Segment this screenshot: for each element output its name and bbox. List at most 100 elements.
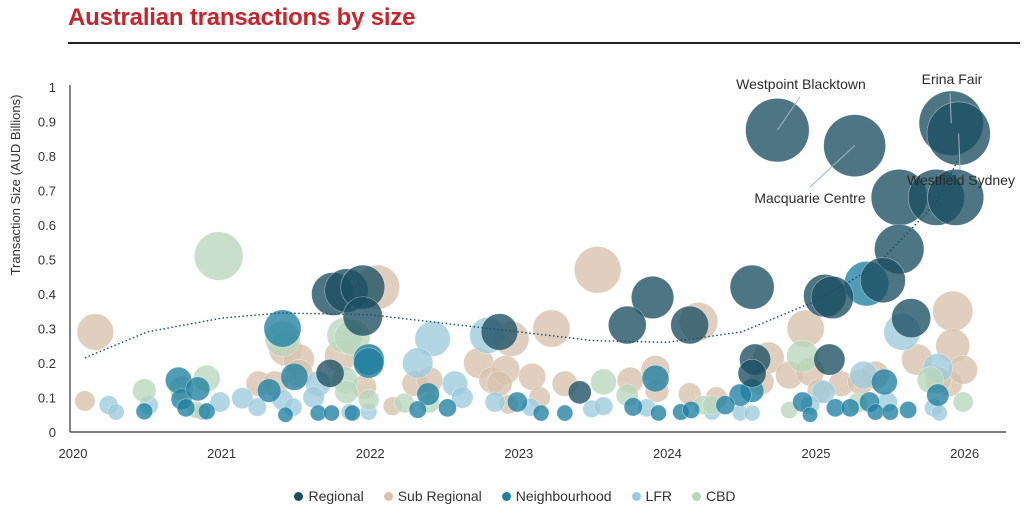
annotation-label: Macquarie Centre [754, 190, 865, 206]
y-tick-label: 0.5 [38, 253, 56, 268]
y-tick-labels: 0 0.1 0.2 0.3 0.4 0.5 0.6 0.7 0.8 0.9 1 [38, 80, 56, 440]
bubble-regional [608, 305, 647, 345]
y-tick-label: 1 [49, 80, 56, 95]
bubble-sub-regional [932, 290, 974, 332]
bubble-cbd [786, 339, 819, 373]
bubble-sub-regional [532, 309, 571, 348]
x-tick-label: 2021 [207, 446, 236, 461]
bubble-regional [567, 380, 592, 405]
bubble-lfr [209, 391, 231, 413]
bubble-lfr [931, 404, 948, 422]
bubble-lfr [402, 347, 434, 379]
bubble-regional [631, 275, 675, 319]
y-tick-label: 0.1 [38, 391, 56, 406]
bubble-neighbourhood [532, 404, 550, 422]
bubble-neighbourhood [198, 402, 216, 420]
bubble-lfr [231, 387, 254, 410]
bubble-neighbourhood [277, 406, 294, 423]
legend-label: LFR [645, 488, 672, 504]
annotation-leader-line [958, 133, 961, 171]
bubble-cbd [334, 380, 359, 404]
bubble-neighbourhood [623, 397, 643, 417]
bubble-lfr [811, 380, 836, 404]
bubble-regional [480, 313, 519, 351]
bubble-neighbourhood [416, 382, 440, 406]
bubble-neighbourhood [257, 378, 282, 403]
bubble-neighbourhood [438, 398, 457, 418]
bubble-regional [927, 169, 985, 226]
bubble-lfr [302, 386, 325, 409]
bubble-neighbourhood [641, 364, 670, 393]
legend-marker-icon [383, 492, 393, 501]
annotation-leader-line [809, 145, 855, 188]
y-tick-label: 0.2 [38, 356, 56, 371]
bubble-sub-regional [573, 246, 622, 294]
bubble-neighbourhood [715, 395, 736, 415]
annotation-label: Erina Fair [922, 71, 983, 87]
bubble-cbd [952, 391, 974, 413]
legend-label: Neighbourhood [515, 488, 612, 504]
bubble-neighbourhood [650, 404, 667, 422]
bubble-chart: 00.10.20.30.40.50.60.70.80.91 2020 2021 20… [8, 71, 1015, 461]
legend-item[interactable]: CBD [691, 488, 736, 504]
legend-item[interactable]: LFR [631, 488, 672, 504]
bubble-neighbourhood [802, 406, 818, 423]
y-tick-label: 0.8 [38, 149, 56, 164]
y-axis-label: Transaction Size (AUD Billions) [8, 95, 23, 276]
x-tick-label: 2024 [653, 446, 682, 461]
bubble-neighbourhood [263, 309, 302, 348]
x-tick-label: 2020 [59, 446, 88, 461]
legend-marker-icon [294, 492, 304, 501]
bubble-regional [891, 298, 931, 338]
bubble-neighbourhood [840, 398, 860, 418]
annotation-leader-line [949, 92, 952, 124]
x-tick-label: 2026 [950, 446, 979, 461]
annotation-leader-line [776, 96, 801, 131]
bubble-sub-regional [74, 390, 96, 412]
legend-item[interactable]: Sub Regional [383, 488, 482, 504]
y-tick-label: 0.9 [38, 115, 56, 130]
bubble-regional [315, 359, 345, 388]
bubble-neighbourhood [899, 401, 918, 419]
x-tick-labels: 2020 2021 2022 2023 2024 2025 2026 [59, 446, 980, 461]
bubble-neighbourhood [185, 376, 211, 402]
bubble-neighbourhood [408, 400, 427, 419]
bubble-neighbourhood [344, 404, 361, 422]
y-tick-label: 0.7 [38, 184, 56, 199]
x-tick-label: 2022 [356, 446, 385, 461]
annotation-label: Westpoint Blacktown [736, 76, 866, 92]
bubble-regional [342, 296, 383, 337]
bubble-neighbourhood [792, 391, 813, 413]
trendline [84, 155, 961, 359]
legend-item[interactable]: Neighbourhood [501, 488, 612, 504]
bubble-lfr [743, 404, 761, 422]
legend-item[interactable]: Regional [294, 488, 364, 504]
bubble-neighbourhood [506, 391, 528, 413]
bubble-neighbourhood [353, 347, 385, 379]
bubble-lfr [451, 386, 474, 409]
annotation-label: Westfield Sydney [907, 172, 1015, 188]
bubble-lfr [593, 396, 614, 416]
bubble-neighbourhood [926, 383, 950, 407]
bubble-regional [737, 359, 767, 388]
bubble-sub-regional [518, 362, 547, 391]
bubble-neighbourhood [323, 404, 340, 422]
y-tick-label: 0.4 [38, 287, 56, 302]
annotations: Westpoint Blacktown Macquarie Centre Erina… [736, 71, 1015, 206]
bubble-regional [729, 264, 775, 310]
legend-marker-icon [691, 492, 701, 501]
x-tick-label: 2023 [504, 446, 533, 461]
bubble-neighbourhood [556, 404, 574, 422]
bubble-cbd [132, 378, 157, 403]
bubble-neighbourhood [280, 362, 309, 391]
legend-label: Sub Regional [397, 488, 482, 504]
bubble-sub-regional [948, 355, 978, 385]
bubble-neighbourhood [728, 383, 752, 407]
bubble-neighbourhood [866, 403, 884, 421]
title-divider [68, 42, 1020, 44]
bubble-lfr [484, 391, 506, 413]
bubble-neighbourhood [881, 403, 899, 421]
legend-marker-icon [501, 492, 511, 501]
bubble-lfr [414, 320, 451, 357]
bubbles-layer [74, 90, 991, 423]
